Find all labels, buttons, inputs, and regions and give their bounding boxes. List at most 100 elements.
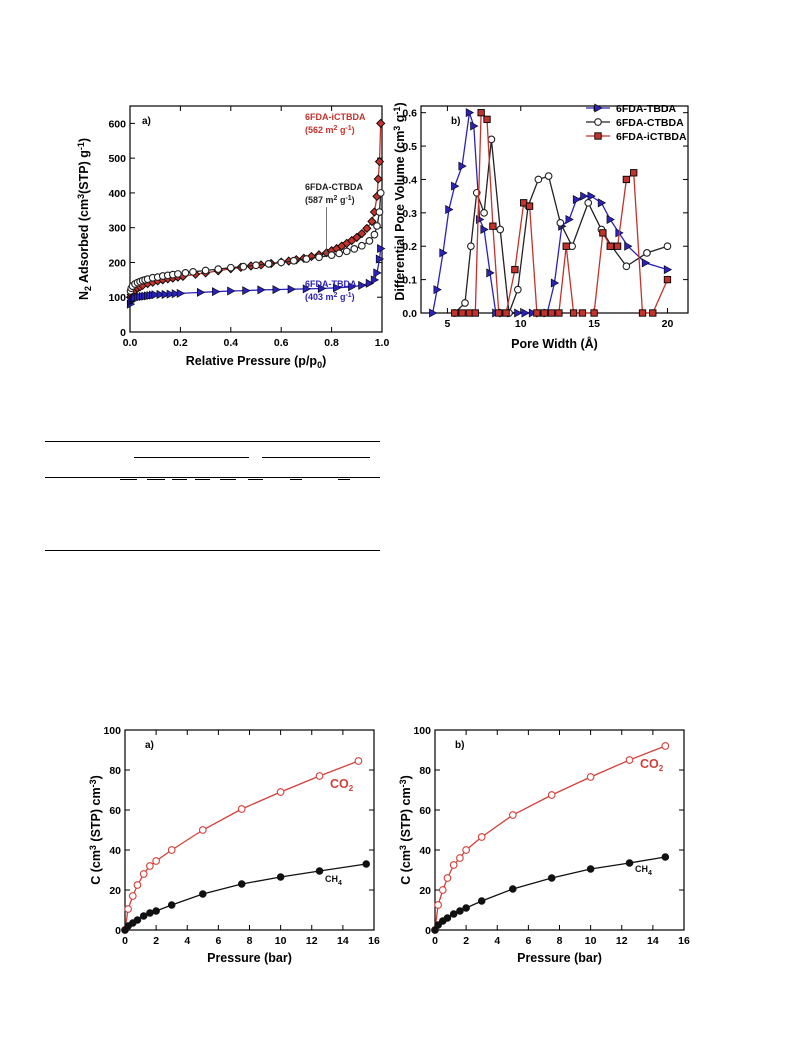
x-tick-label: 1.0 [375,337,390,349]
data-point [625,859,634,867]
x-tick-label: 0.4 [223,337,238,349]
data-point [239,262,248,271]
panel-label: b) [455,740,464,751]
table-dash-segment [172,479,187,480]
data-point [528,308,538,318]
data-point [167,901,176,909]
series-6fda-ictbda [451,109,672,317]
x-tick-label: 4 [184,935,190,947]
data-point [161,289,170,299]
x-tick-label: 6 [525,935,531,947]
data-point [443,914,452,922]
y-tick-label: 600 [108,118,126,130]
plot-frame [124,729,375,931]
annotation-surface-area: (587 m2 g-1) [305,195,355,205]
data-point [152,857,160,865]
data-point [373,222,381,230]
data-point [540,309,548,317]
x-tick-label: 4 [494,935,500,947]
y-tick-label: 100 [108,292,126,304]
data-point [562,242,570,250]
x-tick-label: 2 [463,935,469,947]
data-point [556,219,565,227]
data-point [597,198,607,208]
data-point [139,912,148,920]
y-tick-label: 0.4 [402,174,417,186]
data-point [212,287,221,297]
data-point [272,285,281,295]
data-point [643,249,651,257]
y-tick-label: 20 [109,885,121,897]
data-point [302,255,311,263]
x-tick-label: 8 [247,935,253,947]
series-line [124,760,359,931]
y-tick-label: 0.0 [402,308,417,320]
data-point [465,108,475,118]
x-tick-label: 0.6 [274,337,289,349]
y-tick-label: 40 [419,845,431,857]
x-tick-label: 12 [306,935,318,947]
data-point [638,309,647,317]
data-point [486,268,495,278]
data-point [451,181,460,191]
table-header-rule [45,477,380,478]
data-point [181,269,190,277]
y-tick-label: 400 [108,188,126,200]
data-point [533,309,541,317]
data-point [663,265,673,275]
data-point [477,897,486,905]
table-group-rule-1 [134,457,249,458]
table-dash-segment [338,479,350,480]
data-point [333,283,342,293]
y-tick-label: 0.5 [402,141,417,153]
table-group-rule-2 [262,457,370,458]
data-point [449,861,458,869]
data-point [166,289,175,299]
data-point [373,174,383,184]
data-point [555,309,563,317]
x-tick-label: 14 [337,935,349,947]
y-tick-label: 200 [108,257,126,269]
table-dash-segment [147,479,165,480]
data-point [480,225,489,235]
data-point [242,286,251,296]
data-point [171,289,180,299]
x-tick-label: 0.2 [173,337,188,349]
y-axis-title: C (cm3 (STP) cm-3) [88,775,103,885]
y-tick-label: 0 [120,327,126,339]
data-point [622,262,631,271]
data-point [534,175,543,184]
data-point [176,288,186,298]
data-point [477,833,486,841]
y-tick-label: 0.6 [402,108,417,120]
data-point [370,275,380,285]
data-point [513,285,522,294]
y-tick-label: 0 [115,925,121,937]
annotation-name: 6FDA-iCTBDA [305,112,366,122]
data-point [467,242,475,251]
data-point [489,222,497,230]
data-point [458,309,466,317]
series-label-ch4: CH4 [325,874,342,887]
data-point [544,172,553,180]
data-point [199,890,207,898]
data-point [509,885,517,893]
data-point [445,204,454,215]
data-point [663,275,672,284]
data-point [375,208,384,216]
data-point [133,916,142,924]
data-point [550,278,560,288]
data-point [483,115,491,124]
data-point [128,892,137,900]
data-point [439,248,448,258]
data-point [373,268,382,278]
sorption-isotherm-chart-b: 0 2 4 6 8 10 12 14 16 0 20 40 60 80 100 b) Pressure (bar… [398,725,690,965]
x-tick-label: 10 [275,935,287,947]
table-dash-segment [195,479,210,480]
y-tick-label: 40 [109,845,121,857]
y-tick-label: 500 [108,153,126,165]
x-axis-title: Pore Width (Å) [511,336,598,351]
data-point [133,881,142,889]
data-point [277,258,286,267]
data-point [547,309,556,317]
